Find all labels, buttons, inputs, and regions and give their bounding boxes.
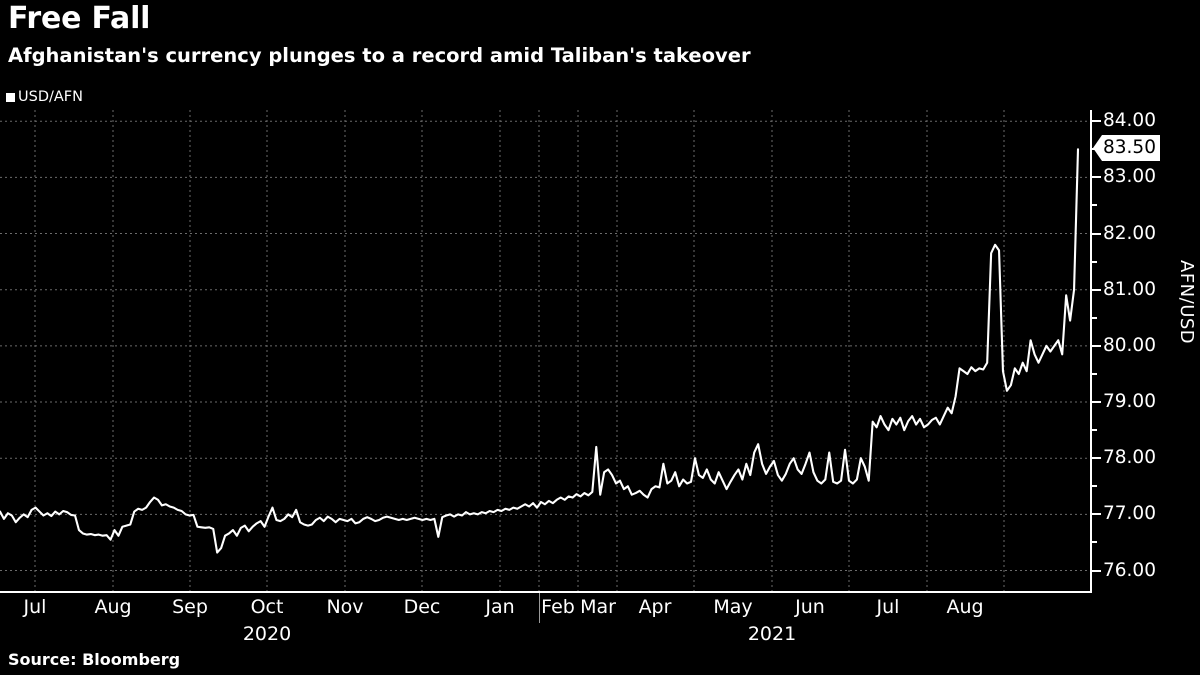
- y-axis-title: AFN/USD: [1176, 260, 1197, 345]
- square-marker-icon: [6, 92, 15, 102]
- y-tick-minor: [1092, 204, 1097, 207]
- x-tick-label: Nov: [326, 596, 364, 618]
- y-tick-minor: [1092, 372, 1097, 375]
- x-tick-label: Aug: [94, 596, 132, 618]
- x-tick-label: Jul: [23, 596, 47, 618]
- callout-value: 83.50: [1102, 135, 1160, 162]
- x-axis-year-label: 2020: [242, 623, 292, 645]
- y-tick-minor: [1092, 260, 1097, 263]
- y-tick-label: 76.00: [1103, 559, 1156, 581]
- y-tick-minor: [1092, 485, 1097, 488]
- y-tick-label: 83.00: [1103, 166, 1156, 188]
- y-tick-major: [1092, 401, 1101, 404]
- x-tick-label: Sep: [172, 596, 208, 618]
- callout-arrow-icon: [1093, 135, 1102, 162]
- x-tick-label: Apr: [638, 596, 672, 618]
- y-tick-label: 82.00: [1103, 222, 1156, 244]
- y-tick-minor: [1092, 541, 1097, 544]
- page-subtitle: Afghanistan's currency plunges to a reco…: [8, 44, 751, 67]
- y-tick-minor: [1092, 316, 1097, 319]
- y-tick-major: [1092, 344, 1101, 347]
- horizontal-gridlines: [0, 120, 1090, 572]
- x-tick-label: Jul: [876, 596, 900, 618]
- x-tick-label: May: [713, 596, 753, 618]
- y-tick-label: 78.00: [1103, 447, 1156, 469]
- x-tick-label: Aug: [946, 596, 984, 618]
- x-tick-label: Jun: [795, 596, 825, 618]
- y-tick-major: [1092, 176, 1101, 179]
- x-tick-label: Mar: [580, 596, 616, 618]
- plot-area: [0, 110, 1090, 593]
- series-line-usd-afn: [0, 148, 1080, 554]
- x-axis-year-label: 2021: [747, 623, 797, 645]
- vertical-gridlines: [34, 110, 1005, 593]
- page-title: Free Fall: [8, 1, 151, 36]
- chart-legend: USD/AFN: [6, 88, 83, 106]
- y-tick-label: 79.00: [1103, 391, 1156, 413]
- last-value-callout: 83.50: [1093, 135, 1160, 162]
- y-tick-major: [1092, 457, 1101, 460]
- y-tick-label: 84.00: [1103, 110, 1156, 132]
- x-tick-label: Dec: [403, 596, 441, 618]
- x-axis: Jul Aug Sep Oct Nov Dec Jan Feb Mar Apr May Jun Jul A…: [0, 591, 1092, 671]
- y-tick-major: [1092, 288, 1101, 291]
- y-tick-major: [1092, 569, 1101, 572]
- x-tick-label: Oct: [250, 596, 284, 618]
- source-attribution: Source: Bloomberg: [8, 650, 181, 669]
- legend-item-label: USD/AFN: [18, 89, 83, 105]
- y-tick-major: [1092, 120, 1101, 123]
- x-tick-label: Jan: [485, 596, 515, 618]
- y-tick-label: 80.00: [1103, 334, 1156, 356]
- y-tick-major: [1092, 232, 1101, 235]
- y-tick-minor: [1092, 429, 1097, 432]
- x-axis-spine: [0, 591, 1092, 593]
- y-tick-major: [1092, 513, 1101, 516]
- x-tick-label: Feb: [541, 596, 575, 618]
- y-tick-label: 77.00: [1103, 503, 1156, 525]
- x-axis-year-separator: [539, 593, 540, 623]
- chart-svg: [0, 110, 1090, 593]
- y-axis: 76.00 77.00 78.00 79.00 80.00 81.00 82.00 83.00…: [1090, 110, 1200, 593]
- y-axis-spine: [1090, 110, 1092, 593]
- y-tick-label: 81.00: [1103, 278, 1156, 300]
